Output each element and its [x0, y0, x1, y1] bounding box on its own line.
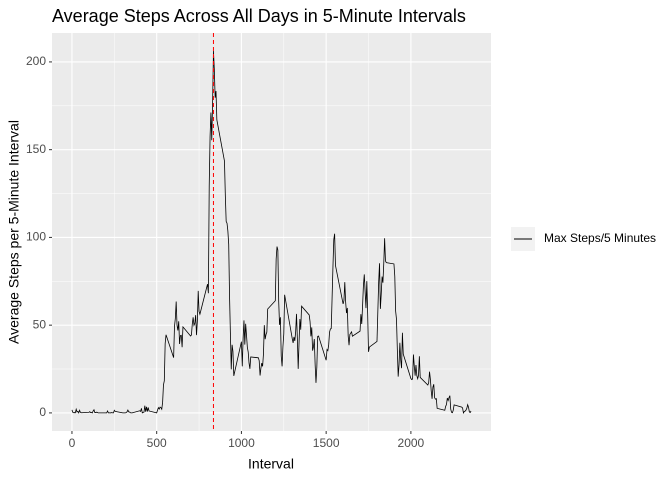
data-line	[71, 51, 472, 415]
y-axis-title: Average Steps per 5-Minute Interval	[6, 120, 22, 344]
x-axis-title: Interval	[248, 456, 294, 472]
y-tick-label: 150	[26, 142, 46, 156]
x-tick-label: 1000	[228, 436, 255, 450]
legend-label: Max Steps/5 Minutes	[544, 231, 656, 245]
chart-title: Average Steps Across All Days in 5-Minut…	[52, 6, 466, 26]
x-tick-label: 2000	[398, 436, 425, 450]
y-tick-label: 0	[39, 405, 46, 419]
x-tick-label: 0	[69, 436, 76, 450]
x-tick-label: 500	[147, 436, 167, 450]
y-tick-label: 200	[26, 54, 46, 68]
y-tick-label: 100	[26, 230, 46, 244]
y-tick-label: 50	[33, 317, 47, 331]
x-tick-label: 1500	[313, 436, 340, 450]
plot-panel	[52, 33, 491, 431]
